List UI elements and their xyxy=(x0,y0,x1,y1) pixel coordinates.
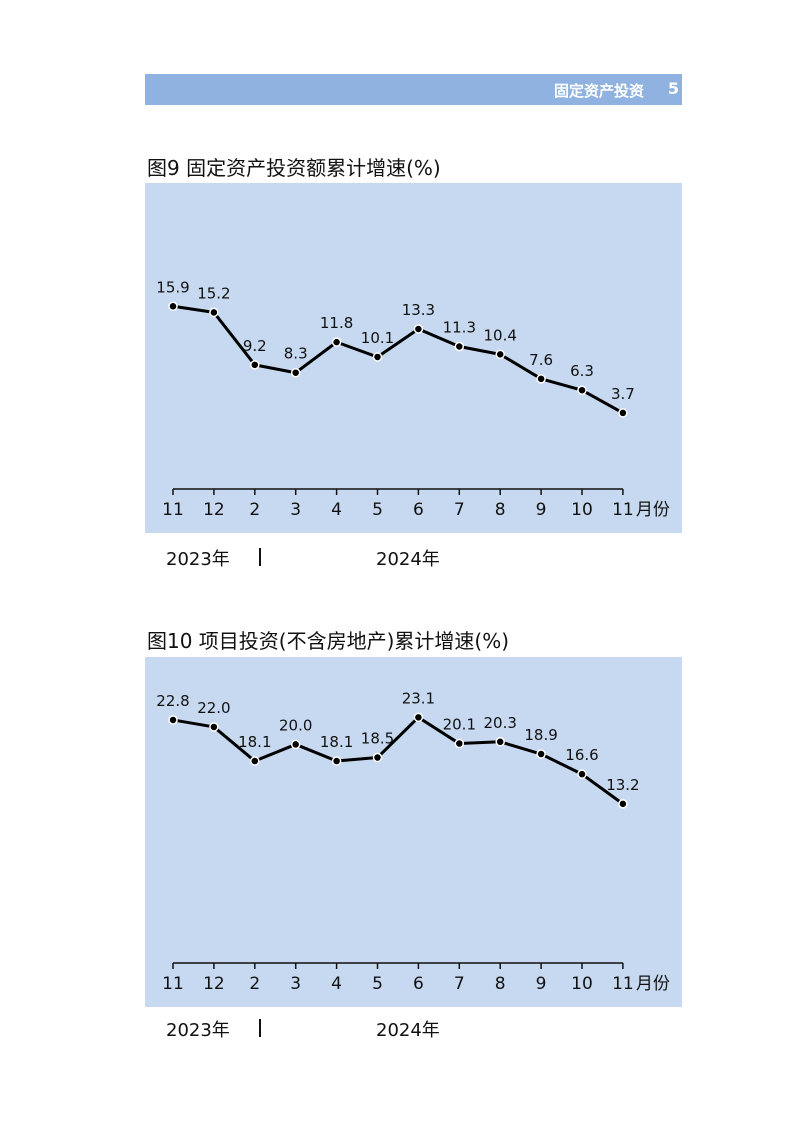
data-label: 15.9 xyxy=(156,278,189,296)
x-tick-label: 5 xyxy=(372,974,383,994)
figure-9-title: 图9 固定资产投资额累计增速(%) xyxy=(147,156,441,180)
plot-background xyxy=(145,657,682,1007)
x-tick-label: 12 xyxy=(203,974,225,994)
x-tick-label: 9 xyxy=(536,500,547,520)
figure-10-chart: 11 12 2 3 4 5 6 7 8 9 10 11 月份 22.8 22.0 18.1 20.0 18.1 18… xyxy=(145,657,682,1007)
data-point xyxy=(372,352,383,362)
x-tick-label: 11 xyxy=(612,974,634,994)
page-header: 固定资产投资 5 xyxy=(145,74,682,105)
data-point xyxy=(536,374,546,384)
data-label: 18.1 xyxy=(238,733,271,751)
data-label: 11.8 xyxy=(320,314,353,332)
data-point xyxy=(495,737,505,747)
data-point xyxy=(495,349,505,360)
data-label: 15.2 xyxy=(197,284,230,302)
page-number: 5 xyxy=(667,79,679,98)
data-point xyxy=(168,715,178,725)
x-tick-label: 8 xyxy=(495,500,506,520)
x-tick-label: 11 xyxy=(162,974,184,994)
data-label: 10.4 xyxy=(483,326,516,344)
data-point xyxy=(618,408,628,418)
figure-10-year-2024: 2024年 xyxy=(376,1020,440,1041)
x-tick-label: 9 xyxy=(536,974,547,994)
x-tick-label: 10 xyxy=(571,500,593,520)
data-label: 22.8 xyxy=(156,692,189,710)
data-point xyxy=(618,799,628,809)
data-point xyxy=(413,324,424,334)
data-label: 6.3 xyxy=(570,362,594,380)
series-line xyxy=(172,715,624,806)
section-title: 固定资产投资 xyxy=(553,82,644,100)
data-point xyxy=(454,738,465,749)
data-point xyxy=(250,360,260,370)
x-tick-label: 7 xyxy=(454,974,465,994)
x-tick-label: 6 xyxy=(413,974,424,994)
data-label: 18.1 xyxy=(320,733,353,751)
x-tick-label: 4 xyxy=(331,500,342,520)
data-point xyxy=(372,752,383,763)
data-label: 7.6 xyxy=(529,351,553,369)
x-tick-label: 8 xyxy=(495,974,506,994)
data-point xyxy=(250,756,260,766)
x-axis-unit: 月份 xyxy=(636,974,670,994)
x-tick-label: 2 xyxy=(249,974,260,994)
figure-10-year-separator xyxy=(259,1019,261,1037)
data-label: 20.3 xyxy=(483,714,516,732)
x-tick-label: 11 xyxy=(162,500,184,520)
plot-background xyxy=(145,183,682,533)
data-label: 9.2 xyxy=(243,337,267,355)
data-label: 3.7 xyxy=(611,385,635,403)
data-label: 10.1 xyxy=(361,329,394,347)
x-tick-label: 10 xyxy=(571,974,593,994)
data-label: 18.9 xyxy=(524,726,557,744)
data-point xyxy=(577,385,587,395)
x-tick-label: 5 xyxy=(372,500,383,520)
data-label: 13.2 xyxy=(606,776,639,794)
x-tick-label: 11 xyxy=(612,500,634,520)
figure-9-chart: 11 12 2 3 4 5 6 7 8 9 10 11 月份 15.9 15.2 9.2 8.3 11.8 10.1… xyxy=(145,183,682,533)
series-line xyxy=(172,304,624,415)
figure-10-title: 图10 项目投资(不含房地产)累计增速(%) xyxy=(147,629,510,653)
data-label: 20.0 xyxy=(279,716,312,734)
data-label: 8.3 xyxy=(284,345,308,363)
data-label: 16.6 xyxy=(565,746,598,764)
x-tick-label: 4 xyxy=(331,974,342,994)
data-point xyxy=(209,722,219,732)
figure-9-year-2024: 2024年 xyxy=(376,549,440,570)
data-point xyxy=(331,337,342,347)
data-label: 18.5 xyxy=(361,730,394,748)
x-tick-label: 2 xyxy=(249,500,260,520)
x-tick-label: 3 xyxy=(290,974,301,994)
x-tick-label: 7 xyxy=(454,500,465,520)
data-label: 20.1 xyxy=(443,716,476,734)
x-axis-unit: 月份 xyxy=(636,500,670,520)
data-label: 11.3 xyxy=(443,318,476,336)
data-point xyxy=(577,769,587,779)
data-point xyxy=(168,301,178,312)
data-label: 13.3 xyxy=(402,301,435,319)
data-point xyxy=(413,712,424,723)
figure-9-year-separator xyxy=(259,548,261,566)
figure-9-year-2023: 2023年 xyxy=(166,549,230,570)
data-label: 22.0 xyxy=(197,699,230,717)
data-point xyxy=(290,367,301,378)
data-point xyxy=(290,739,301,750)
data-label: 23.1 xyxy=(402,689,435,707)
x-tick-label: 12 xyxy=(203,500,225,520)
data-point xyxy=(536,749,546,759)
x-tick-label: 3 xyxy=(290,500,301,520)
data-point xyxy=(331,756,342,766)
x-tick-label: 6 xyxy=(413,500,424,520)
data-point xyxy=(454,341,465,352)
data-point xyxy=(209,307,219,318)
figure-10-year-2023: 2023年 xyxy=(166,1020,230,1041)
